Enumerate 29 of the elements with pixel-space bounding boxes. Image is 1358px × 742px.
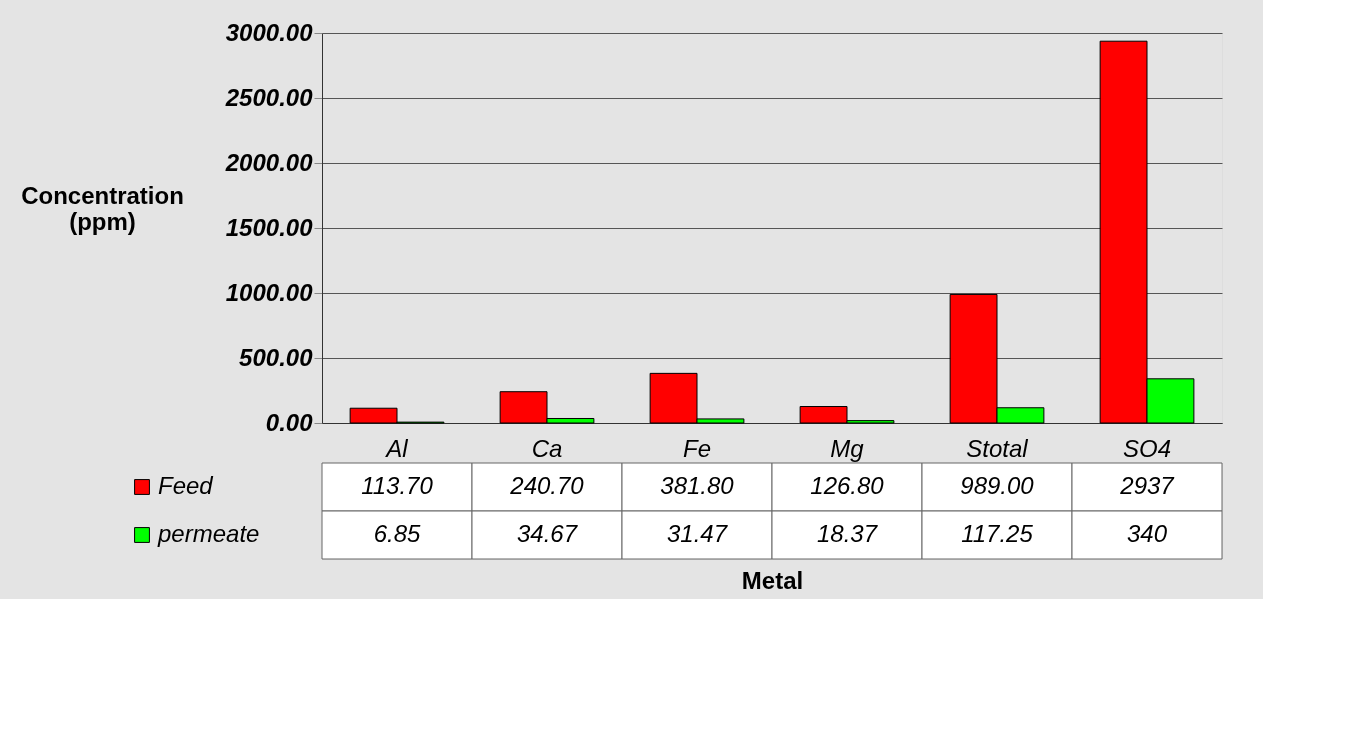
x-axis-title: Metal [741, 566, 804, 594]
data-label: 31.47 [666, 520, 729, 547]
x-tick-label: Fe [682, 434, 712, 462]
x-tick-label: Ca [531, 434, 563, 462]
x-tick-label: Al [384, 434, 409, 462]
data-label: 113.70 [361, 472, 434, 499]
legend-label: permeate [157, 520, 260, 547]
x-tick-label: SO4 [1122, 434, 1172, 462]
data-label: 2937 [1119, 472, 1176, 499]
y-tick-label: 1000.00 [225, 278, 314, 306]
data-label: 117.25 [961, 520, 1034, 547]
data-label: 18.37 [816, 520, 879, 547]
y-tick-label: 3000.00 [225, 18, 314, 46]
y-tick-label: 0.00 [265, 408, 314, 436]
x-tick-label: Mg [830, 434, 865, 462]
y-axis-title: Concentration (ppm) [21, 181, 184, 235]
data-label: 34.67 [516, 520, 579, 547]
legend-label: Feed [158, 472, 214, 499]
x-tick-label: Stotal [966, 434, 1029, 462]
data-label: 240.70 [509, 472, 585, 499]
data-label: 989.00 [960, 472, 1035, 499]
y-tick-label: 1500.00 [225, 213, 314, 241]
data-label: 381.80 [660, 472, 735, 499]
y-tick-label: 500.00 [239, 343, 314, 371]
y-tick-label: 2500.00 [224, 83, 314, 111]
y-tick-label: 2000.00 [224, 148, 314, 176]
data-label: 126.80 [810, 472, 885, 499]
data-label: 6.85 [373, 520, 421, 547]
data-label: 340 [1126, 520, 1168, 547]
